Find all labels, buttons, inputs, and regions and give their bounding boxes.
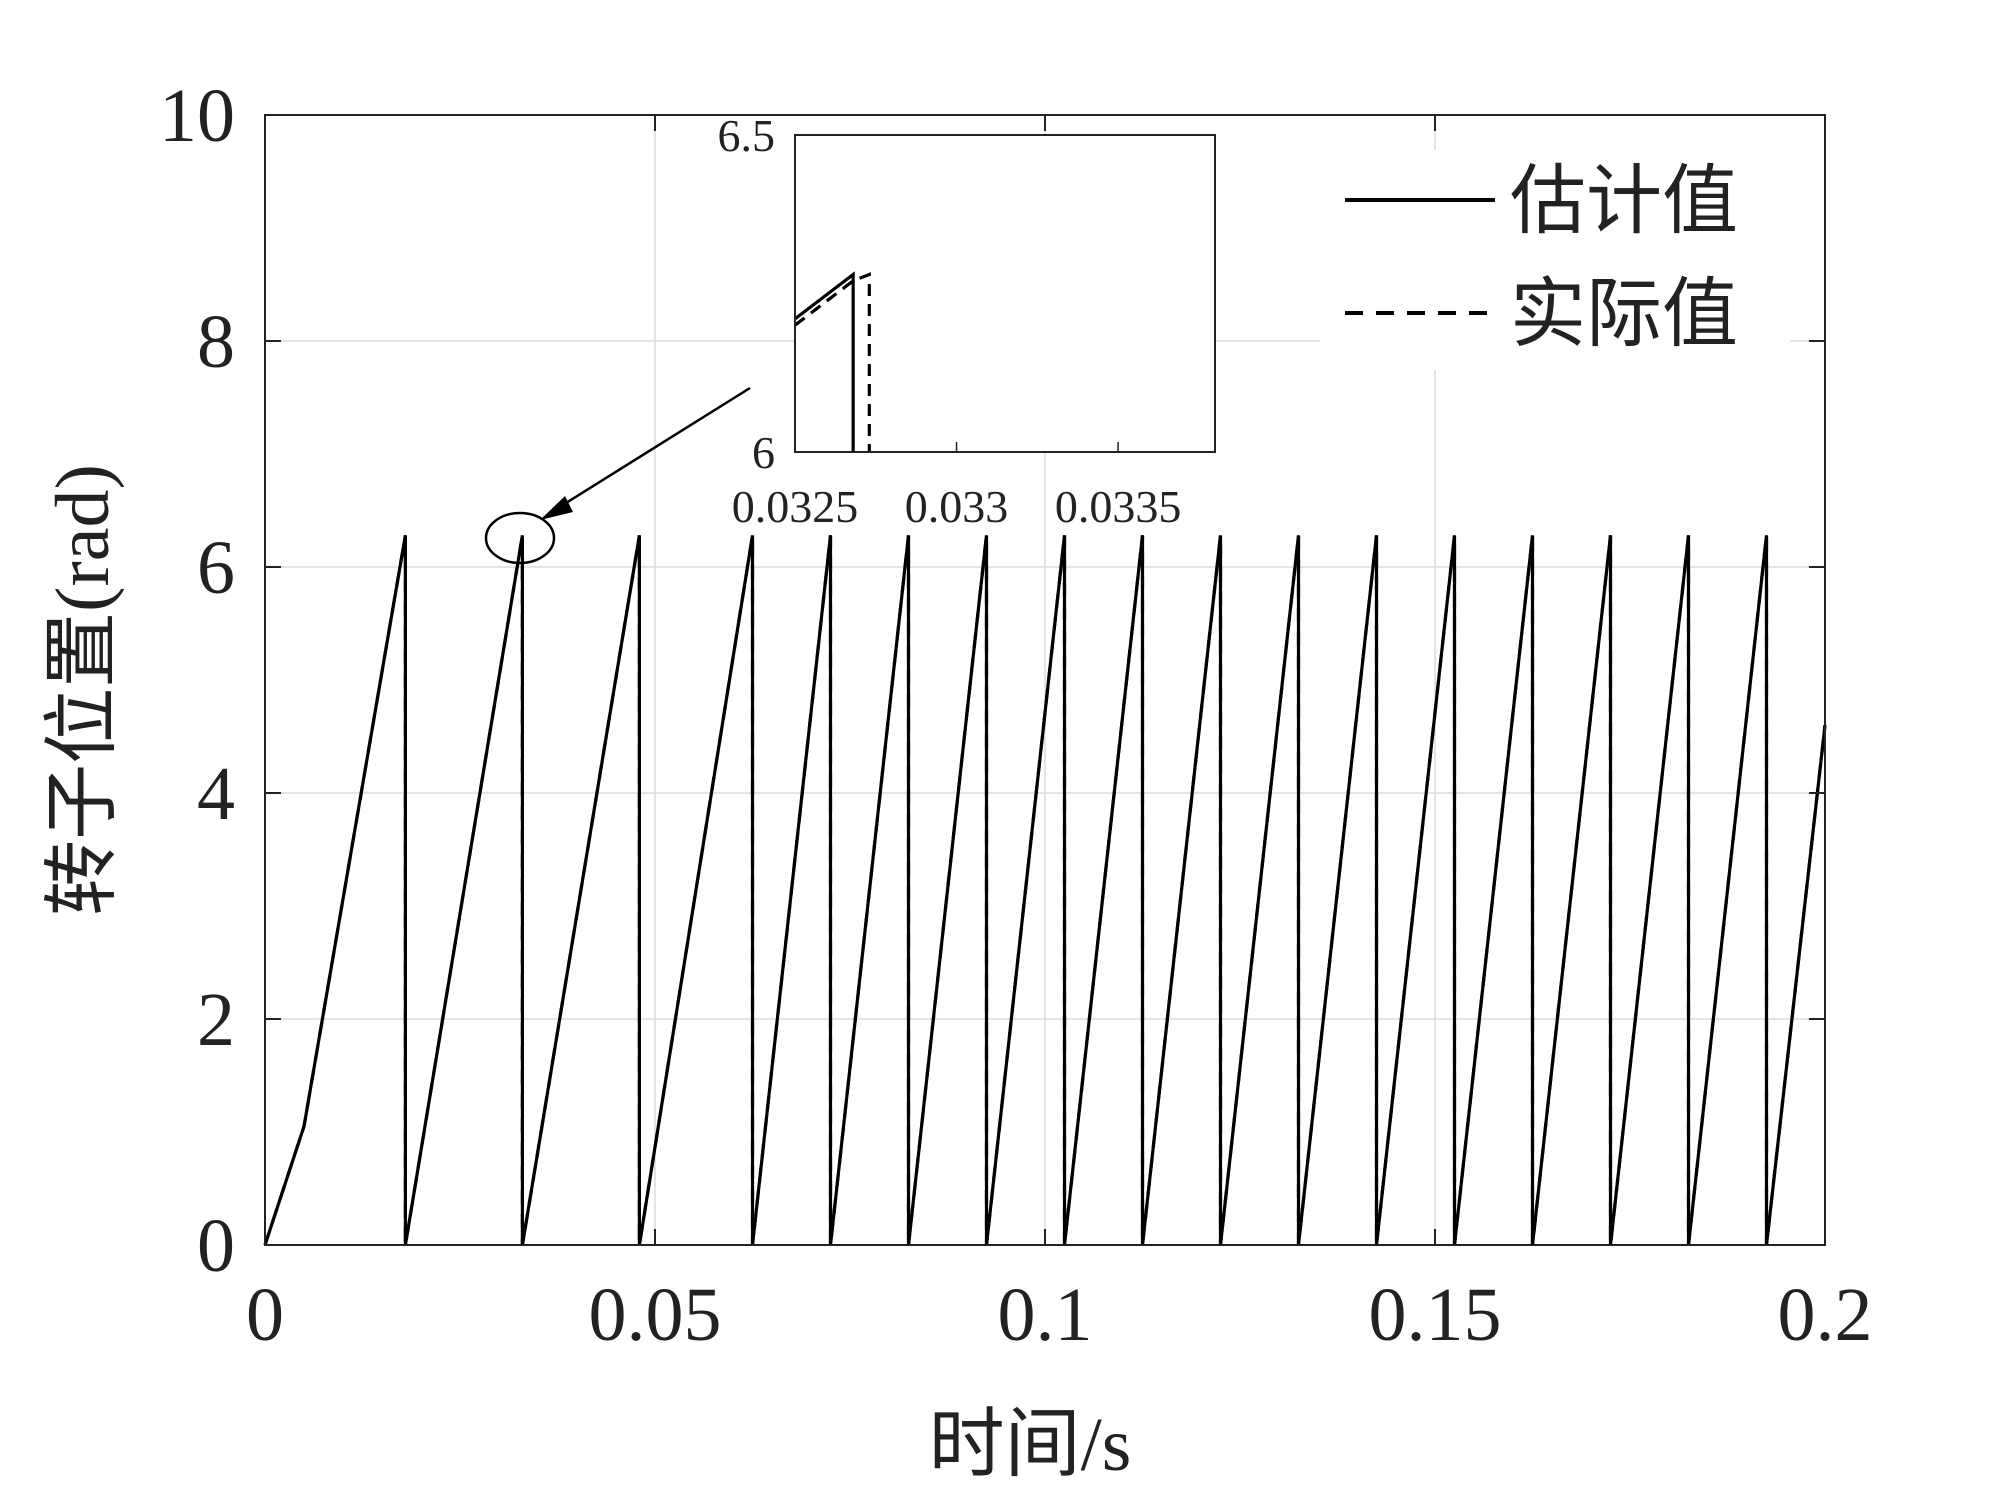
x-tick-label: 0.1 [998,1273,1093,1357]
inset-x-tick-label: 0.0325 [732,481,859,532]
inset-series-layer [794,271,871,452]
inset-chart: 0.0325 0.033 0.0335 6 6.5 [718,110,1216,532]
zoom-pointer-arrow [540,386,751,520]
y-tick-label: 8 [197,300,235,384]
y-tick-label: 2 [197,978,235,1062]
inset-x-tick-label: 0.0335 [1055,481,1182,532]
y-tick-label: 6 [197,526,235,610]
inset-x-tick-label: 0.033 [905,481,1009,532]
inset-series-line-estimated [794,271,855,452]
x-tick-label: 0.15 [1369,1273,1502,1357]
x-tick-label: 0.2 [1778,1273,1873,1357]
inset-frame [794,134,1216,453]
series-layer [263,535,1827,1246]
x-tick-label: 0 [246,1273,284,1357]
inset-background [795,135,1215,452]
legend-background [1320,150,1790,370]
x-axis-label: 时间/s [929,1403,1132,1487]
legend-label-actual: 实际值 [1510,273,1738,357]
inset-series-line-actual [794,272,871,452]
inset-y-tick-label: 6 [752,427,775,478]
y-tick-label: 4 [197,752,235,836]
tick-labels: 0 0.05 0.1 0.15 0.2 0 2 4 6 8 10 [159,74,1873,1357]
inset-tick-labels: 0.0325 0.033 0.0335 6 6.5 [718,110,1182,532]
axis-ticks [264,114,1826,1246]
y-tick-label: 10 [159,74,235,158]
inset-y-tick-label: 6.5 [718,110,776,161]
y-tick-label: 0 [197,1204,235,1288]
legend: 估计值 实际值 [1320,150,1790,370]
inset-ticks [794,134,1119,453]
y-axis-label: 转子位置(rad) [41,464,125,916]
legend-label-estimated: 估计值 [1510,160,1738,244]
series-line-estimated [263,535,1827,1246]
x-tick-label: 0.05 [589,1273,722,1357]
zoom-highlight-ellipse [484,511,556,565]
